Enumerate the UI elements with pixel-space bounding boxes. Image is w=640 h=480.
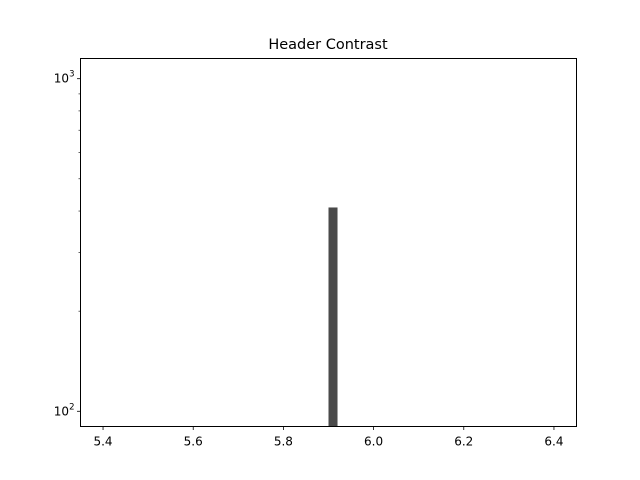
bar-0 bbox=[328, 207, 338, 427]
x-tick-label: 6.0 bbox=[364, 435, 383, 449]
bars-layer bbox=[328, 207, 338, 427]
x-tick-label: 6.4 bbox=[544, 435, 563, 449]
y-tick-label: 103 bbox=[54, 70, 75, 86]
y-axis: 102 103 bbox=[54, 70, 81, 418]
x-tick-label: 5.8 bbox=[274, 435, 293, 449]
x-tick-label: 5.6 bbox=[184, 435, 203, 449]
x-axis: 5.4 5.6 5.8 6.0 6.2 6.4 bbox=[93, 426, 564, 449]
chart-title: Header Contrast bbox=[268, 37, 388, 53]
plot-frame bbox=[80, 58, 577, 427]
x-tick-label: 6.2 bbox=[454, 435, 473, 449]
y-tick-label: 102 bbox=[54, 402, 75, 418]
x-tick-label: 5.4 bbox=[93, 435, 112, 449]
